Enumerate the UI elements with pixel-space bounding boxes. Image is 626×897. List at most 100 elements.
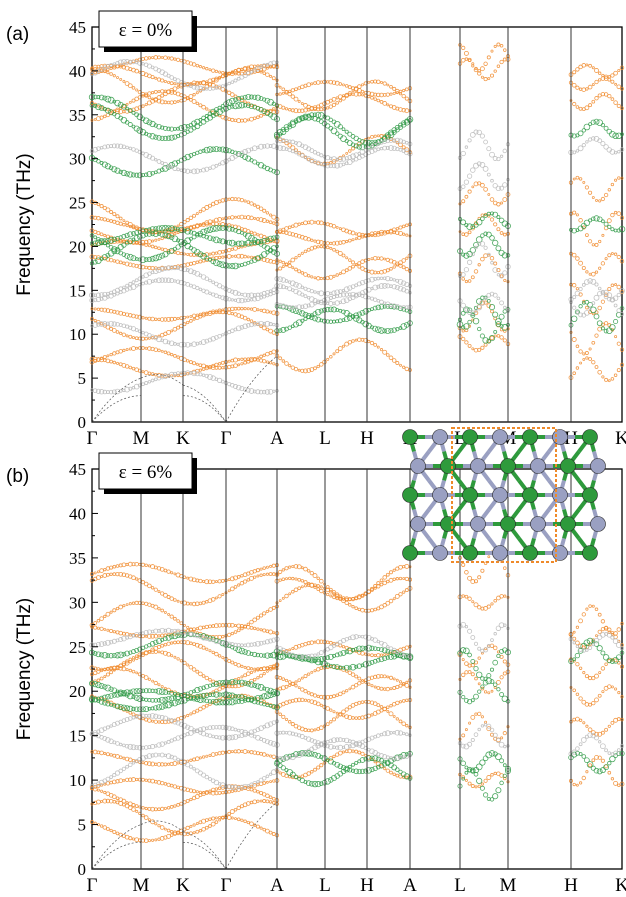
band-point-green [245, 94, 252, 100]
band-point-orange [229, 92, 235, 97]
band-point-gray [152, 268, 159, 274]
band-point-gray [587, 278, 593, 284]
band-point-green [178, 125, 185, 132]
band-point-orange [167, 612, 171, 616]
kpoint-label: Γ [221, 428, 232, 449]
band-point-orange [242, 315, 248, 321]
band-point-orange [373, 343, 378, 347]
band-point-green [495, 321, 502, 328]
band-point-orange [326, 357, 330, 361]
band-point-green [219, 238, 226, 245]
band-point-gray [391, 145, 397, 151]
band-point-green [482, 337, 489, 344]
kpoint-label: L [319, 428, 331, 449]
band-point-green [102, 106, 107, 112]
kpoint-label: M [133, 428, 150, 449]
band-point-orange [502, 232, 507, 237]
band-point-orange [585, 270, 589, 274]
band-point-orange [268, 795, 273, 800]
band-point-orange [619, 289, 625, 295]
band-point-orange [578, 260, 584, 266]
band-point-orange [115, 779, 120, 784]
band-point-orange [112, 794, 117, 799]
band-point-gray [235, 297, 242, 304]
band-point-orange [173, 598, 177, 602]
band-point-orange [597, 369, 602, 375]
band-point-orange [157, 650, 161, 654]
band-point-green [341, 127, 346, 132]
band-point-orange [143, 239, 149, 245]
band-point-gray [470, 167, 476, 173]
band-point-orange [272, 362, 276, 366]
band-point-green [107, 236, 115, 244]
band-point-gray [198, 341, 203, 345]
band-point-orange [607, 379, 611, 383]
band-point-orange [239, 198, 244, 203]
band-point-orange [293, 564, 299, 569]
band-point-gray [288, 280, 292, 284]
band-point-orange [496, 64, 501, 68]
band-point-gray [128, 386, 133, 391]
band-point-orange [159, 317, 165, 322]
band-point-green [370, 325, 374, 330]
band-point-orange [262, 781, 267, 785]
band-point-green [343, 316, 350, 323]
band-point-orange [153, 649, 158, 654]
band-point-green [216, 260, 223, 267]
band-point-gray [195, 285, 200, 291]
band-point-orange [373, 586, 377, 590]
band-point-orange [379, 348, 384, 352]
band-point-orange [499, 44, 504, 48]
band-point-orange [284, 566, 289, 571]
band-point-green [577, 130, 584, 137]
band-point-orange [309, 106, 315, 112]
band-point-green [191, 247, 197, 253]
band-point-green [242, 241, 248, 246]
band-point-orange [128, 836, 133, 841]
band-point-gray [378, 283, 385, 290]
band-point-orange [398, 92, 403, 96]
band-point-green [271, 249, 277, 255]
band-point-orange [226, 622, 232, 628]
band-point-orange [342, 83, 345, 87]
band-point-green [293, 118, 299, 123]
band-point-orange [191, 667, 197, 672]
band-point-gray [137, 149, 142, 155]
band-point-orange [125, 709, 129, 713]
band-point-orange [217, 654, 222, 658]
band-point-green [111, 236, 117, 242]
band-point-orange [221, 217, 225, 221]
band-point-orange [347, 340, 352, 345]
band-point-gray [168, 340, 175, 346]
band-point-gray [337, 156, 343, 162]
band-point-orange [128, 777, 133, 782]
band-point-gray [502, 148, 508, 154]
band-point-gray [499, 300, 505, 306]
band-point-orange [246, 666, 251, 671]
band-point-orange [616, 341, 621, 346]
band-point-gray [262, 389, 267, 395]
band-point-gray [233, 153, 238, 159]
band-point-gray [572, 295, 577, 300]
band-point-gray [603, 289, 609, 295]
band-point-gray [581, 283, 586, 287]
band-point-orange [160, 93, 165, 98]
band-point-gray [128, 286, 133, 291]
band-point-orange [208, 649, 212, 653]
band-point-orange [331, 241, 337, 246]
band-point-orange [253, 216, 257, 220]
band-point-orange [614, 82, 617, 86]
band-point-orange [588, 190, 593, 195]
band-point-gray [466, 173, 473, 179]
band-point-orange [214, 680, 219, 686]
band-point-green [228, 239, 236, 247]
band-point-gray [490, 178, 494, 183]
band-point-green [571, 227, 577, 234]
band-point-orange [326, 592, 330, 597]
band-point-gray [331, 163, 337, 169]
band-point-orange [170, 329, 174, 333]
band-point-orange [96, 255, 101, 260]
band-point-orange [102, 307, 108, 313]
band-point-orange [137, 105, 142, 110]
band-point-green [318, 308, 324, 314]
